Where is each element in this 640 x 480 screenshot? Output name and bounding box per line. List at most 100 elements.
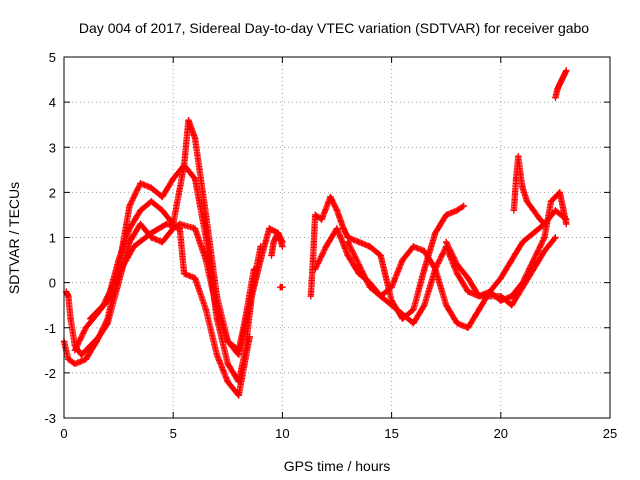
series-arc-e [268, 229, 286, 259]
data-point [268, 252, 275, 259]
data-point [318, 216, 325, 223]
data-point [536, 216, 544, 223]
y-tick-label: 4 [49, 95, 56, 110]
data-point [563, 67, 570, 74]
data-point [344, 252, 352, 259]
data-point [163, 220, 170, 228]
data-point [202, 306, 210, 313]
data-point [95, 333, 103, 340]
data-point [307, 292, 314, 300]
data-point [170, 175, 177, 183]
data-point [541, 234, 548, 241]
data-point [311, 265, 319, 273]
data-point [322, 243, 330, 250]
x-tick-label: 15 [384, 426, 398, 441]
data-point [148, 234, 155, 241]
x-tick-label: 5 [170, 426, 177, 441]
data-point [497, 274, 504, 282]
data-point [421, 265, 428, 273]
data-point [159, 193, 166, 201]
data-point [432, 229, 439, 237]
data-point [552, 207, 559, 214]
data-point [340, 225, 347, 232]
x-tick-label: 20 [494, 426, 508, 441]
data-point [104, 320, 111, 327]
data-point [137, 207, 144, 214]
data-point [333, 207, 341, 214]
data-point [78, 351, 85, 359]
chart-title: Day 004 of 2017, Sidereal Day-to-day VTE… [79, 20, 589, 36]
data-point [137, 220, 144, 228]
data-point [497, 292, 504, 300]
data-point [453, 270, 461, 277]
x-tick-label: 0 [60, 426, 67, 441]
data-point [453, 320, 461, 327]
data-point [333, 225, 341, 232]
data-point [554, 85, 561, 92]
data-point [541, 247, 548, 255]
data-point [224, 378, 231, 386]
data-point [547, 198, 555, 205]
data-point [250, 265, 258, 273]
data-point [560, 71, 568, 79]
series-arc-j [443, 234, 559, 309]
data-point [87, 315, 94, 322]
data-point [159, 238, 166, 246]
data-point [224, 338, 231, 345]
data-point [453, 261, 461, 268]
data-point [170, 225, 177, 232]
data-point [410, 320, 417, 327]
x-tick-label: 25 [603, 426, 617, 441]
data-point [475, 292, 483, 300]
data-point [191, 225, 199, 232]
data-point [148, 198, 155, 205]
data-point [67, 315, 74, 322]
data-point [191, 175, 199, 183]
data-point [202, 256, 210, 264]
data-point [399, 256, 406, 264]
data-point [344, 238, 352, 246]
data-point [82, 324, 90, 331]
data-point [126, 238, 133, 246]
series-markers [63, 220, 258, 358]
series-arc-d [62, 220, 258, 359]
x-axis-label: GPS time / hours [284, 458, 391, 474]
data-point [130, 243, 138, 250]
data-point [508, 301, 515, 309]
data-point [100, 301, 107, 309]
data-point [355, 238, 363, 246]
data-point [486, 292, 494, 300]
data-point [464, 274, 472, 282]
data-point [377, 252, 384, 259]
data-point [180, 270, 188, 277]
data-point [71, 342, 79, 349]
data-point [432, 265, 439, 273]
data-point [519, 184, 526, 192]
data-point [460, 202, 467, 210]
data-point [257, 243, 264, 250]
data-point [517, 171, 524, 178]
data-point [235, 392, 242, 399]
data-point [508, 256, 515, 264]
data-point [552, 94, 559, 101]
data-point [523, 198, 531, 205]
data-point [563, 220, 570, 228]
data-point [512, 175, 520, 183]
data-point [213, 351, 221, 359]
data-point [366, 283, 373, 291]
data-point [213, 306, 221, 313]
data-point [510, 207, 518, 214]
data-point [410, 306, 417, 313]
data-point [270, 238, 277, 246]
data-point [388, 301, 395, 309]
data-point [180, 162, 188, 169]
data-point [443, 211, 450, 219]
axis-ticks: 0 5 10 15 20 25 -3 -2 -1 0 1 2 3 4 5 [44, 50, 617, 441]
data-point [274, 229, 282, 237]
data-point [519, 283, 526, 291]
data-point [366, 243, 373, 250]
data-point [242, 315, 249, 322]
x-tick-label: 10 [275, 426, 289, 441]
data-point [309, 256, 317, 264]
